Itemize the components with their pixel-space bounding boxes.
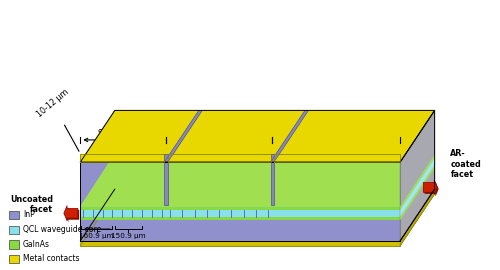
Text: SG section 2: SG section 2 [194,129,244,138]
Polygon shape [400,110,434,246]
Polygon shape [65,207,79,222]
Text: 160.9 μm: 160.9 μm [80,233,114,239]
Polygon shape [80,241,400,246]
Text: 2.01 mm: 2.01 mm [105,142,142,151]
Text: 10-12 μm: 10-12 μm [36,87,71,119]
Bar [9,225,20,234]
Polygon shape [80,110,434,162]
Bar [9,240,20,249]
Polygon shape [274,110,434,162]
Polygon shape [80,155,434,206]
Polygon shape [400,165,434,220]
Polygon shape [168,154,270,162]
Text: 2.49 mm: 2.49 mm [201,142,237,151]
Polygon shape [80,210,400,217]
Polygon shape [164,154,168,205]
Polygon shape [274,154,400,162]
Text: QCL waveguide core: QCL waveguide core [23,225,101,234]
Text: AR-
coated
facet: AR- coated facet [450,149,481,179]
Polygon shape [270,154,274,205]
Polygon shape [168,110,305,162]
Text: SG section 1: SG section 1 [98,129,148,138]
Polygon shape [80,220,400,241]
Polygon shape [80,154,164,162]
Polygon shape [80,217,400,220]
Polygon shape [80,206,400,210]
Text: 150.9 μm: 150.9 μm [111,233,146,239]
Polygon shape [64,206,78,221]
Polygon shape [424,181,438,197]
Text: GaInAs: GaInAs [23,240,50,249]
Polygon shape [80,153,434,206]
Polygon shape [80,110,199,162]
Polygon shape [424,180,438,195]
Polygon shape [115,110,434,189]
Polygon shape [270,110,308,162]
Text: Metal contacts: Metal contacts [23,255,80,264]
Polygon shape [80,189,434,241]
Polygon shape [80,162,400,206]
Bar [9,255,20,264]
Text: 3 mm: 3 mm [324,142,348,151]
Polygon shape [400,158,434,217]
Polygon shape [164,110,202,162]
Bar [9,211,20,219]
Polygon shape [400,155,434,210]
Text: Amplifier: Amplifier [318,129,354,138]
Text: Uncoated
facet: Uncoated facet [10,195,54,214]
Text: InP: InP [23,210,34,219]
Polygon shape [400,189,434,246]
